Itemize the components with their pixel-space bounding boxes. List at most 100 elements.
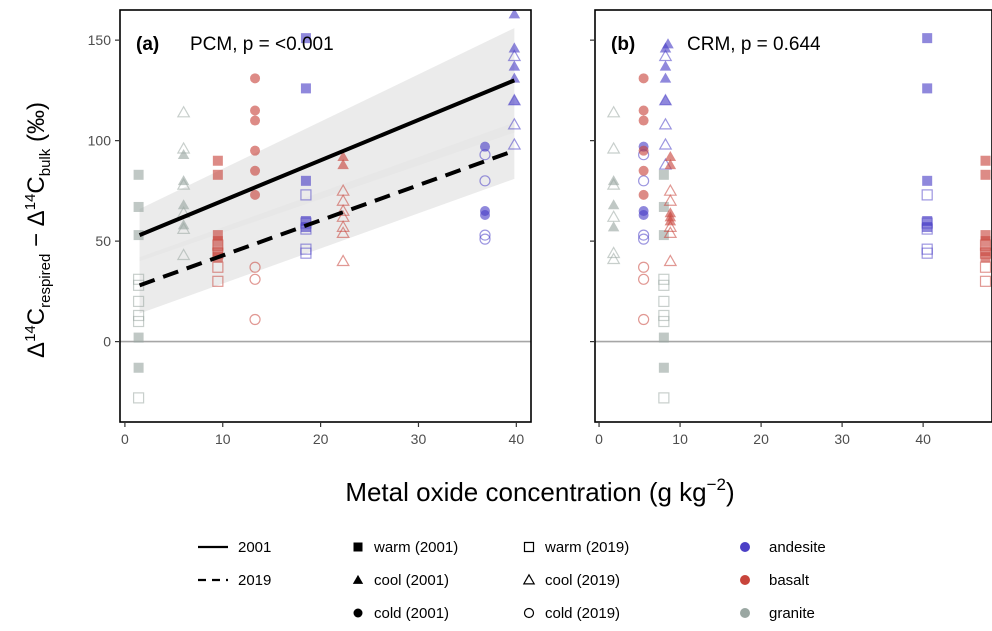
x-tick-label: 20 [313, 431, 329, 447]
legend-marker [523, 607, 535, 619]
data-point [336, 254, 350, 267]
data-point [176, 141, 191, 154]
data-point [606, 141, 621, 154]
legend-swatch-andesite [740, 542, 750, 552]
data-point [212, 239, 224, 251]
plot-area [120, 10, 531, 404]
data-point [921, 189, 933, 201]
panel-border [594, 9, 992, 423]
data-point [507, 117, 522, 130]
x-tick-label: 10 [672, 431, 688, 447]
x-axis-title: Metal oxide concentration (g kg−2) [345, 475, 734, 507]
y-axis-title-sub1: respired [37, 254, 54, 308]
data-point [300, 83, 311, 94]
y-axis-title-unit: (‰) [23, 102, 50, 149]
data-point [606, 177, 621, 190]
legend-label: cold (2019) [545, 605, 620, 622]
y-axis-title-minus: − Δ [23, 210, 50, 253]
data-point [638, 313, 650, 326]
x-tick-label: 0 [595, 431, 603, 447]
legend-label: basalt [769, 572, 810, 589]
data-point [664, 150, 677, 162]
data-point [507, 93, 522, 106]
data-point [300, 33, 311, 44]
data-point [479, 149, 491, 161]
data-point [480, 141, 491, 152]
data-point [177, 199, 190, 210]
data-point [336, 220, 350, 232]
data-point [176, 177, 191, 190]
x-tick-label: 0 [121, 431, 129, 447]
data-point [658, 49, 673, 62]
data-point [250, 115, 261, 126]
data-point [132, 315, 145, 328]
data-point [663, 226, 678, 238]
data-point [659, 72, 672, 83]
legend-label: andesite [769, 539, 826, 556]
data-point [979, 261, 992, 273]
legend-label: 2001 [238, 539, 271, 556]
data-point [658, 169, 669, 180]
y-axis-title-sup2: 14 [22, 194, 39, 211]
plot-area [595, 33, 992, 404]
data-point [664, 159, 677, 170]
x-axis-title-sup: −2 [707, 475, 726, 494]
panel-2: 0 10 20 30 40 (b) CRM, p = 0.644 [590, 9, 992, 447]
data-point [336, 226, 350, 238]
data-point [300, 247, 312, 259]
legend-marker [352, 574, 364, 584]
data-point [133, 362, 144, 373]
legend-label: cool (2001) [374, 572, 449, 589]
y-axis-title: Δ14Crespired − Δ14Cbulk (‰) [22, 102, 54, 358]
data-point [607, 221, 620, 232]
panel-1: 0 50 100 150 0 10 20 30 40 (a) PCM, p = <0.001 [88, 9, 532, 447]
data-point [212, 155, 223, 166]
data-point [658, 137, 673, 150]
panel-title: CRM, p = 0.644 [687, 34, 821, 55]
panel-title: PCM, p = <0.001 [190, 34, 334, 55]
data-point [638, 233, 650, 245]
data-point [507, 137, 522, 150]
data-point [638, 273, 650, 285]
data-point [479, 233, 491, 245]
data-point [606, 252, 621, 265]
data-point [133, 230, 144, 241]
data-point [638, 189, 649, 200]
data-point [921, 243, 933, 255]
data-point [133, 201, 144, 212]
y-axis-title-delta: Δ [23, 342, 50, 358]
legend-marker [522, 573, 536, 585]
data-point [980, 169, 991, 180]
x-axis-title-main: Metal oxide concentration (g kg [345, 477, 706, 507]
title-marker [662, 38, 674, 49]
data-point [300, 189, 312, 201]
legend-marker [523, 541, 535, 553]
data-point [177, 148, 190, 160]
data-point [663, 220, 678, 232]
data-point [606, 105, 621, 118]
data-point [132, 309, 145, 322]
data-point [638, 115, 649, 126]
legend-label: cold (2001) [374, 605, 449, 622]
legend-label: cool (2019) [545, 572, 620, 589]
data-point [658, 201, 669, 212]
data-point [921, 217, 933, 229]
data-point [507, 49, 522, 62]
data-point [337, 159, 349, 170]
y-axis-title-c2: C [23, 176, 50, 193]
y-tick-label: 50 [95, 233, 111, 249]
ci-ribbon-2019 [139, 122, 515, 314]
data-point [638, 145, 649, 156]
data-point [980, 236, 991, 247]
fit-line-2019 [138, 148, 516, 288]
data-point [638, 261, 650, 273]
data-point [663, 254, 678, 267]
y-tick-label: 100 [88, 133, 112, 149]
data-point [922, 83, 933, 94]
data-point [249, 313, 261, 326]
data-point [638, 175, 650, 187]
data-point [300, 175, 311, 186]
data-point [663, 193, 678, 206]
data-point [980, 155, 991, 166]
legend: 2001 2019 warm (2001) cool (2001) cold (2001… [198, 539, 826, 622]
